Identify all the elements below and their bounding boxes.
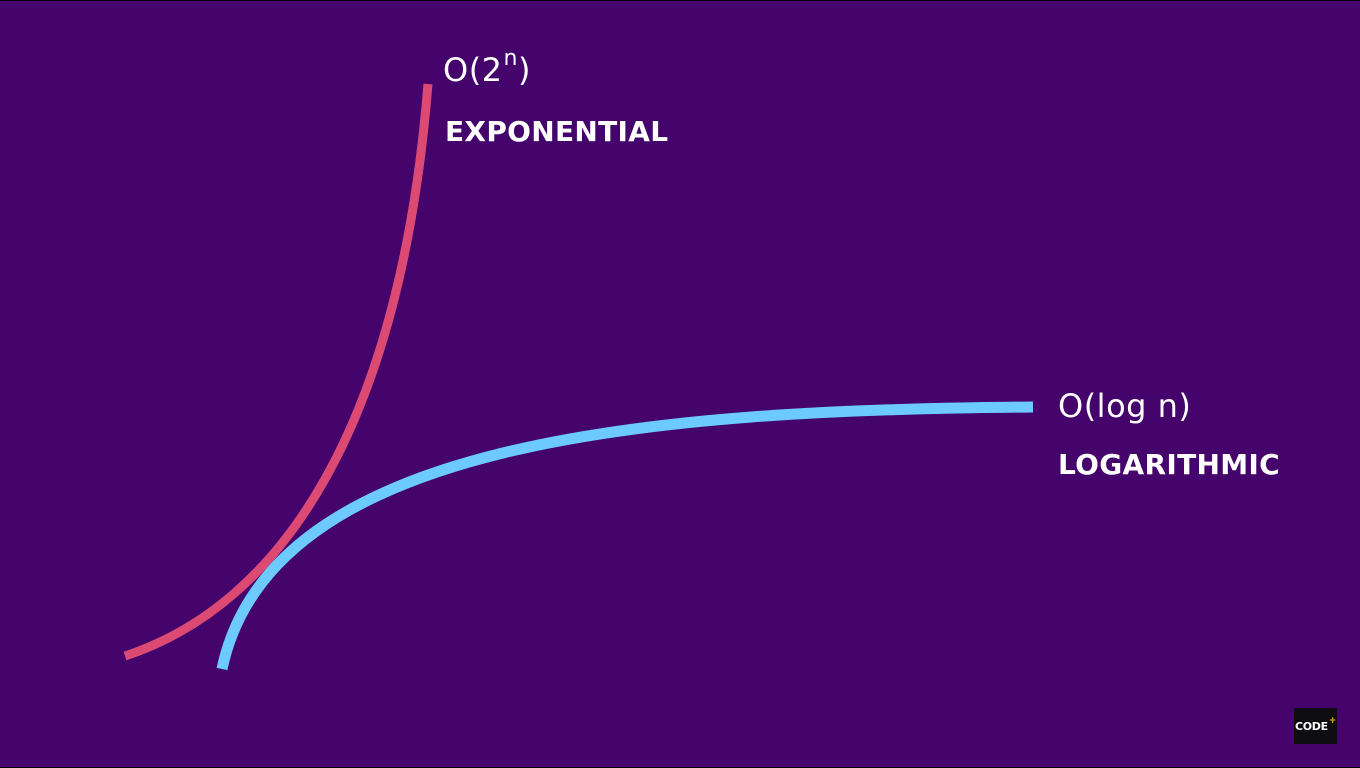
code-logo: CODE + bbox=[1294, 708, 1337, 744]
logarithmic-formula: O(log n) bbox=[1058, 387, 1192, 425]
exponential-formula: O(2n) bbox=[443, 48, 531, 89]
logarithmic-label: LOGARITHMIC bbox=[1058, 448, 1280, 481]
exponential-curve bbox=[123, 83, 433, 661]
logarithmic-curve bbox=[216, 401, 1034, 671]
exponential-formula-close: ) bbox=[517, 51, 531, 89]
exponential-formula-base: O(2 bbox=[443, 51, 503, 89]
logo-text: CODE bbox=[1294, 719, 1328, 733]
logo-plus-mark: + bbox=[1328, 716, 1337, 726]
exponential-formula-exponent: n bbox=[503, 46, 518, 71]
exponential-label: EXPONENTIAL bbox=[445, 115, 669, 148]
